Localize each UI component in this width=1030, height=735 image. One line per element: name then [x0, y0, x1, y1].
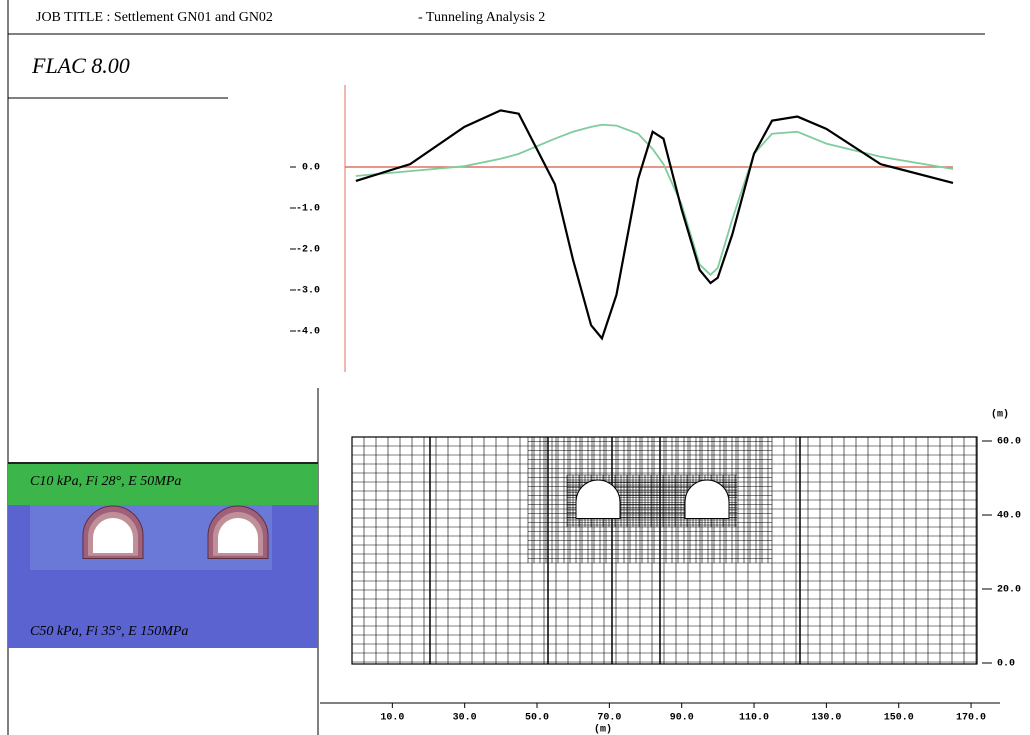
y-tick-label: -3.0 — [296, 286, 320, 297]
upper-layer-label: C10 kPa, Fi 28°, E 50MPa — [30, 474, 181, 489]
y-tick-label: 60.0 — [997, 437, 1021, 448]
y-tick-label: 0.0 — [997, 659, 1015, 670]
x-tick-label: 110.0 — [739, 713, 769, 724]
y-tick-label: -2.0 — [296, 245, 320, 256]
y-axis-label: (m) — [991, 409, 1009, 421]
lower-layer-label: C50 kPa, Fi 35°, E 150MPa — [30, 624, 188, 639]
tunnel-opening — [576, 480, 620, 519]
program-name: FLAC 8.00 — [31, 53, 130, 78]
x-tick-label: 10.0 — [380, 713, 404, 724]
job-title: JOB TITLE : Settlement GN01 and GN02 — [36, 10, 273, 25]
y-tick-label: -4.0 — [296, 327, 320, 338]
x-tick-label: 50.0 — [525, 713, 549, 724]
mesh — [352, 437, 977, 664]
flac-screen: JOB TITLE : Settlement GN01 and GN02 - T… — [0, 0, 1030, 735]
y-tick-label: 20.0 — [997, 585, 1021, 596]
analysis-title: - Tunneling Analysis 2 — [418, 10, 545, 25]
mesh-border — [352, 437, 977, 664]
settlement-line — [356, 125, 953, 275]
tunnel-opening — [685, 480, 729, 519]
settlement-line — [356, 110, 953, 338]
x-tick-label: 130.0 — [811, 713, 841, 724]
y-tick-label: 0.0 — [302, 163, 320, 174]
model-panel: C10 kPa, Fi 28°, E 50MPa C50 kPa, Fi 35°… — [8, 462, 318, 648]
mesh-grid — [352, 437, 977, 664]
x-tick-label: 150.0 — [884, 713, 914, 724]
x-tick-label: 170.0 — [956, 713, 986, 724]
x-tick-label: 90.0 — [670, 713, 694, 724]
y-tick-label: 40.0 — [997, 511, 1021, 522]
x-tick-label: 30.0 — [453, 713, 477, 724]
x-tick-label: 70.0 — [597, 713, 621, 724]
y-tick-label: -1.0 — [296, 204, 320, 215]
x-axis-label: (m) — [594, 724, 612, 735]
